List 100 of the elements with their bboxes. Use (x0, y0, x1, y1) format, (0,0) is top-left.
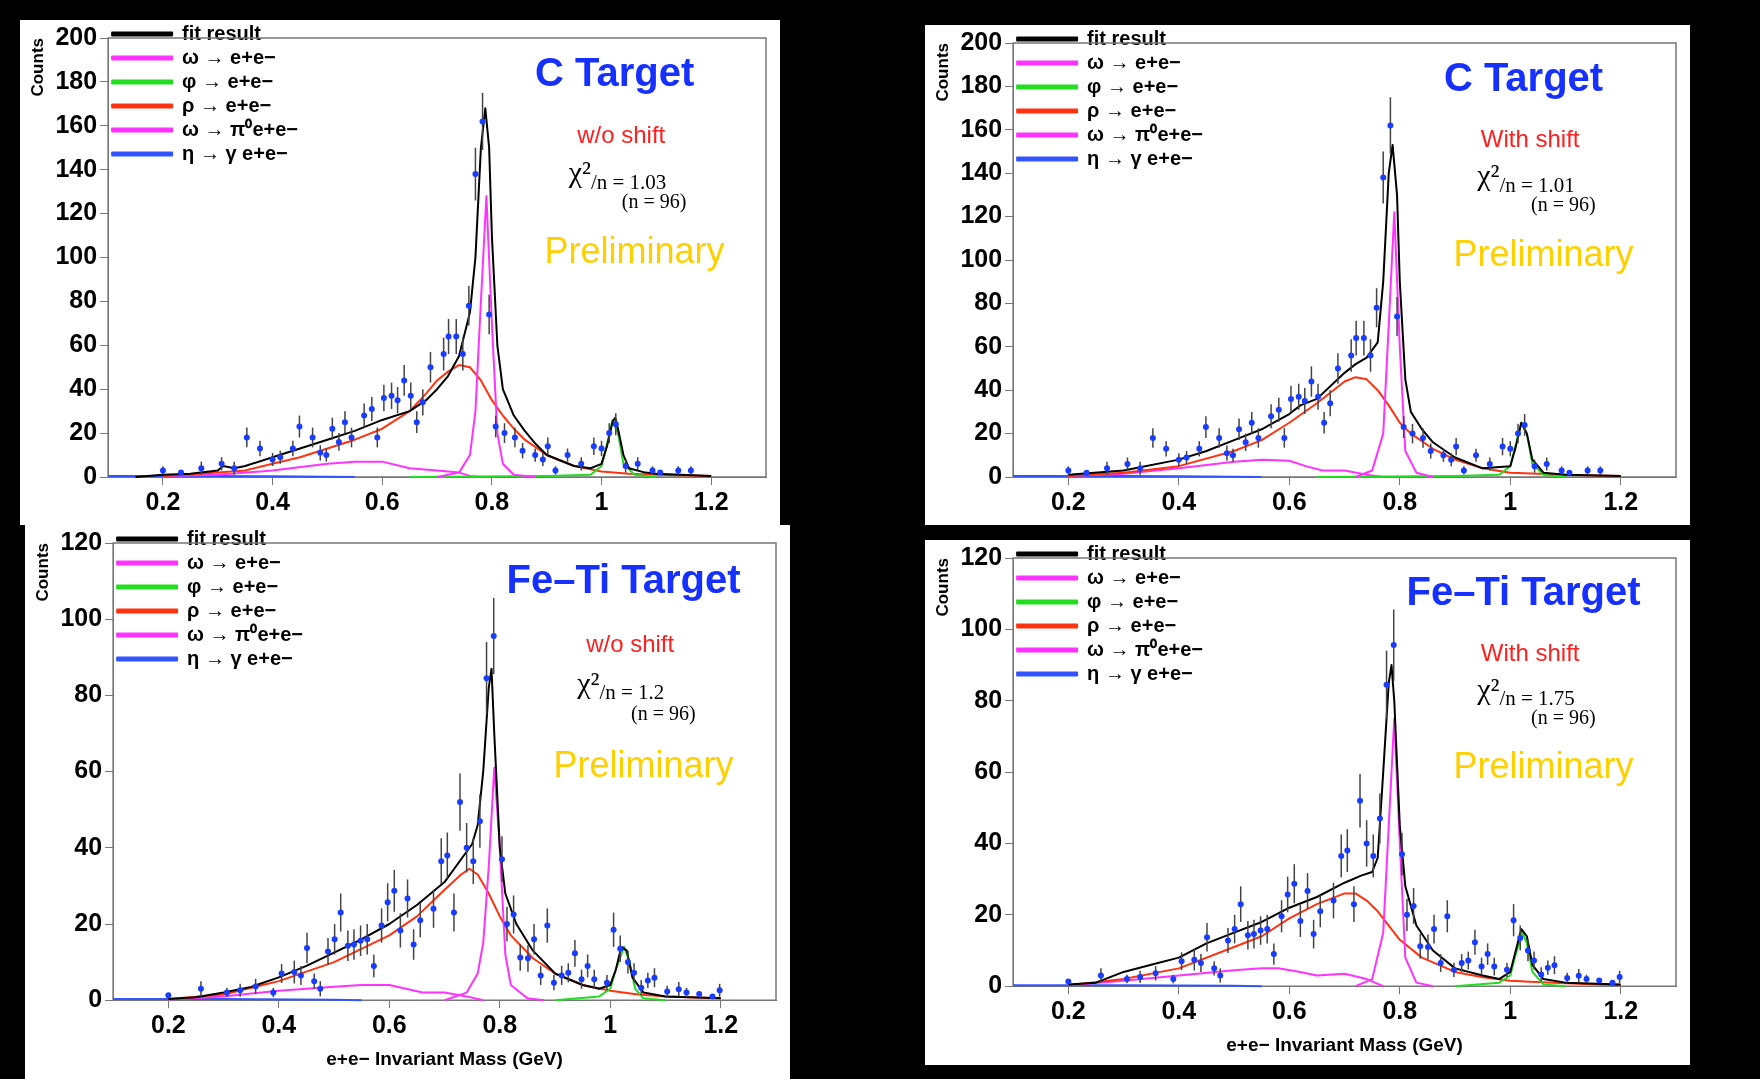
annotation: Preliminary (544, 230, 725, 272)
point (453, 333, 460, 340)
annotation: w/o shift (585, 630, 675, 658)
point (289, 445, 296, 452)
x-tick-label: 0.4 (1161, 486, 1197, 515)
point (1440, 452, 1447, 459)
annotation: (n = 96) (621, 189, 687, 213)
point (341, 419, 348, 426)
x-tick-label: 0.8 (1382, 486, 1418, 515)
point (1380, 174, 1387, 181)
y-tick-label: 200 (960, 26, 1003, 55)
point (1137, 465, 1144, 472)
point (218, 460, 225, 467)
legend-label: φ → e+e− (187, 574, 279, 597)
point (1124, 460, 1131, 467)
point (1515, 430, 1522, 437)
point (440, 351, 447, 358)
x-tick-label: 1 (603, 1010, 618, 1039)
point (612, 421, 619, 428)
point (1453, 443, 1460, 450)
y-axis-title: Counts (32, 543, 52, 602)
legend-label: ω → π⁰e+e− (1087, 637, 1204, 660)
y-tick-label: 20 (69, 416, 98, 445)
y-tick-label: 20 (974, 898, 1003, 927)
annotation: C Target (1443, 54, 1604, 99)
y-tick-label: 120 (60, 526, 103, 555)
y-axis-title: Counts (27, 38, 47, 97)
y-axis-title: Counts (932, 558, 952, 617)
x-tick-label: 1 (1503, 486, 1518, 515)
point (1242, 439, 1249, 446)
legend-label: ω → e+e− (1087, 565, 1181, 588)
point (1499, 443, 1506, 450)
y-tick-label: 40 (974, 827, 1003, 856)
y-tick-label: 200 (55, 21, 98, 50)
point (1301, 398, 1308, 405)
legend-label: φ → e+e− (1087, 74, 1179, 97)
point (1315, 393, 1322, 400)
point (459, 351, 466, 358)
point (1083, 469, 1090, 476)
annotation: Preliminary (553, 743, 734, 785)
legend-label: ω → π⁰e+e− (1087, 122, 1204, 145)
x-tick-label: 1.2 (1603, 486, 1639, 515)
point (1507, 445, 1514, 452)
legend-label: fit result (187, 526, 267, 549)
annotation: Preliminary (1453, 232, 1634, 274)
legend-label: ρ → e+e− (182, 93, 272, 116)
point (388, 392, 395, 399)
y-tick-label: 20 (974, 417, 1003, 446)
legend-label: η → γ e+e− (187, 646, 293, 669)
legend-label: fit result (1087, 26, 1167, 49)
legend-label: φ → e+e− (182, 69, 274, 92)
x-tick-label: 0.6 (1271, 996, 1307, 1025)
point (413, 419, 420, 426)
point (1360, 335, 1367, 342)
x-tick-label: 1 (594, 486, 609, 515)
annotation: (n = 96) (1531, 705, 1596, 729)
x-tick-label: 0.6 (364, 486, 400, 515)
point (1229, 452, 1236, 459)
y-tick-label: 60 (974, 755, 1003, 784)
x-tick-label: 0.8 (482, 1010, 518, 1039)
point (401, 377, 408, 384)
y-tick-label: 120 (960, 200, 1003, 229)
point (519, 447, 526, 454)
x-tick-label: 0.4 (255, 486, 291, 515)
point (1531, 463, 1538, 470)
y-tick-label: 120 (55, 197, 98, 226)
legend-label: η → γ e+e− (1087, 661, 1193, 684)
y-tick-label: 140 (55, 153, 98, 182)
point (1183, 454, 1190, 461)
y-tick-label: 60 (974, 330, 1003, 359)
point (1308, 378, 1315, 385)
point (486, 311, 493, 318)
legend-label: ω → π⁰e+e− (182, 117, 299, 140)
point (1321, 419, 1328, 426)
point (309, 434, 316, 441)
point (564, 452, 571, 459)
point (1268, 413, 1275, 420)
y-tick-label: 40 (74, 831, 103, 860)
point (445, 333, 452, 340)
point (598, 445, 605, 452)
annotation: Fe–Ti Target (506, 556, 741, 601)
point (323, 452, 330, 459)
point (277, 454, 284, 461)
x-axis-title: e+e− Invariant Mass (GeV) (326, 1047, 563, 1069)
point (1196, 445, 1203, 452)
annotation: (n = 96) (631, 701, 696, 725)
point (1327, 400, 1334, 407)
point (1448, 456, 1455, 463)
point (492, 423, 499, 430)
x-tick-label: 0.6 (1271, 486, 1307, 515)
x-tick-label: 0.2 (1050, 996, 1086, 1025)
point (1295, 393, 1302, 400)
x-tick-label: 0.4 (261, 1010, 297, 1039)
legend-label: η → γ e+e− (182, 141, 288, 164)
y-tick-label: 80 (974, 287, 1003, 316)
point (1427, 447, 1434, 454)
x-tick-label: 1 (1503, 996, 1518, 1025)
y-tick-label: 140 (960, 157, 1003, 186)
legend-label: ρ → e+e− (1087, 613, 1177, 636)
y-tick-label: 80 (74, 679, 103, 708)
